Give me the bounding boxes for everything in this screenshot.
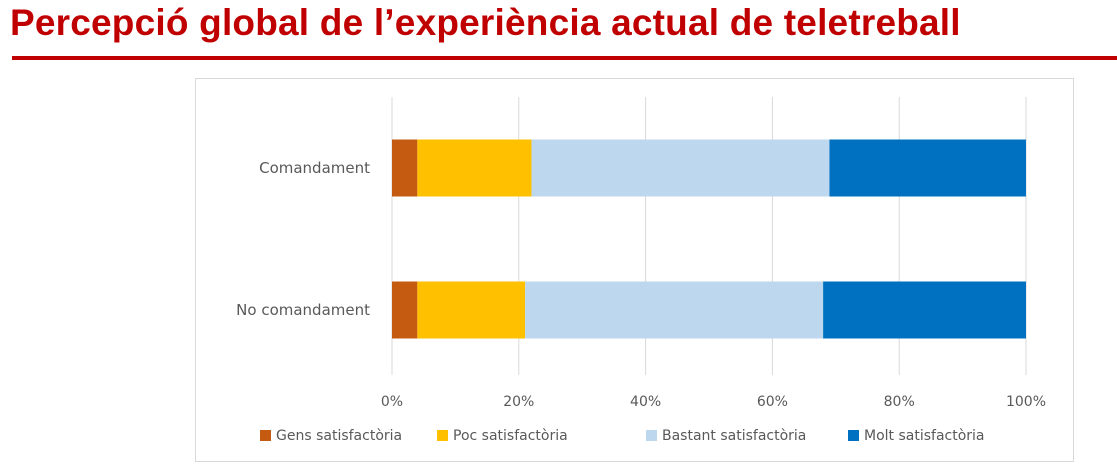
x-tick-label: 20% bbox=[503, 394, 534, 410]
bar-segment bbox=[417, 139, 532, 197]
legend-label: Bastant satisfactòria bbox=[662, 428, 806, 444]
legend: Gens satisfactòria Poc satisfactòria Basta… bbox=[260, 428, 985, 444]
x-axis-ticks: 0% 20% 40% 60% 80% 100% bbox=[381, 394, 1046, 410]
page-title: Percepció global de l’experiència actual… bbox=[10, 2, 961, 43]
x-tick-label: 100% bbox=[1006, 394, 1046, 410]
x-tick-label: 60% bbox=[757, 394, 788, 410]
stacked-bar-chart: Comandament No comandament 0% 20% 40% 60% 80%… bbox=[236, 97, 1046, 444]
x-tick-label: 0% bbox=[381, 394, 403, 410]
legend-label: Poc satisfactòria bbox=[453, 428, 568, 444]
category-labels: Comandament No comandament bbox=[236, 159, 370, 319]
chart-frame: Comandament No comandament 0% 20% 40% 60% 80%… bbox=[195, 78, 1074, 462]
x-tick-label: 40% bbox=[630, 394, 661, 410]
category-label: Comandament bbox=[259, 159, 370, 177]
bar-segment bbox=[531, 139, 830, 197]
bar-segment bbox=[823, 281, 1026, 339]
category-label: No comandament bbox=[236, 301, 370, 319]
bar-segment bbox=[417, 281, 526, 339]
legend-swatch bbox=[437, 430, 448, 441]
title-underline bbox=[12, 56, 1117, 60]
legend-swatch bbox=[848, 430, 859, 441]
bar-segment bbox=[525, 281, 824, 339]
legend-label: Gens satisfactòria bbox=[276, 428, 402, 444]
bars bbox=[392, 139, 1026, 339]
legend-swatch bbox=[646, 430, 657, 441]
bar-segment bbox=[392, 139, 418, 197]
bar-segment bbox=[829, 139, 1026, 197]
bar-segment bbox=[392, 281, 418, 339]
x-tick-label: 80% bbox=[884, 394, 915, 410]
legend-swatch bbox=[260, 430, 271, 441]
legend-label: Molt satisfactòria bbox=[864, 428, 985, 444]
